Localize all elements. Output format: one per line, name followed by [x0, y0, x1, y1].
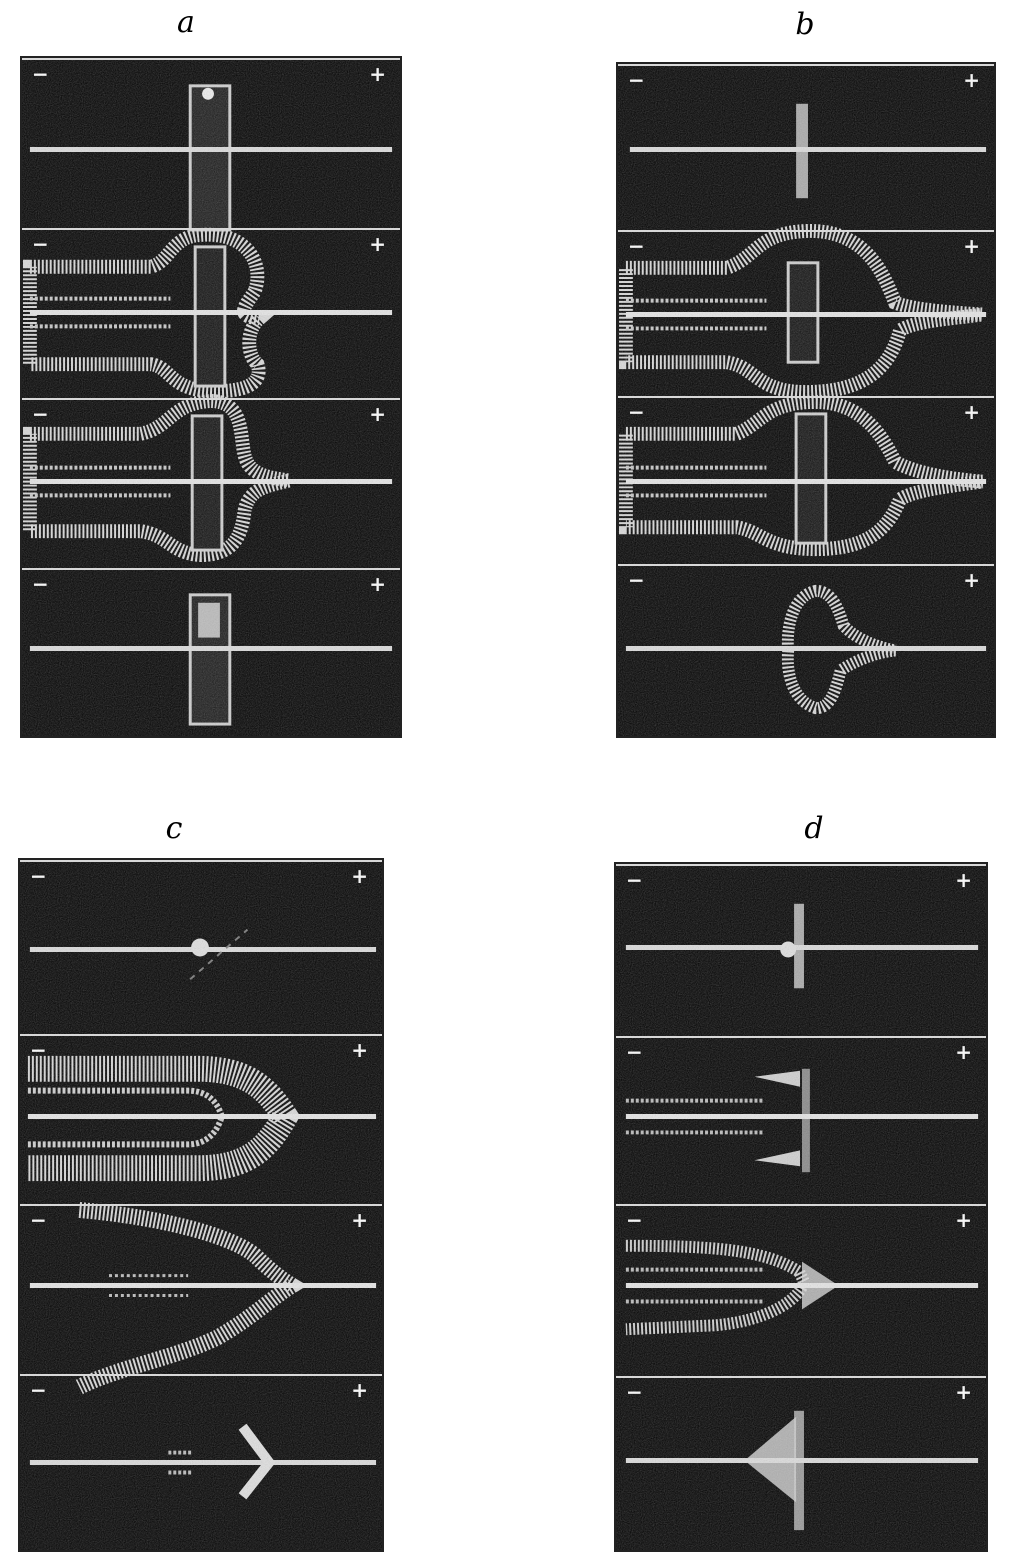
strip: − + — [22, 58, 400, 228]
strip: − + — [616, 864, 986, 1036]
strip: − + — [618, 396, 994, 564]
panel-label-c: c — [165, 811, 183, 846]
panel-d: − + − + − + − + — [614, 862, 988, 1552]
minus-sign: − — [626, 1208, 643, 1232]
minus-sign: − — [32, 232, 49, 256]
plus-sign: + — [963, 568, 980, 592]
plus-sign: + — [955, 1208, 972, 1232]
plus-sign: + — [963, 68, 980, 92]
minus-sign: − — [628, 400, 645, 424]
plus-sign: + — [369, 572, 386, 596]
plus-sign: + — [963, 400, 980, 424]
plus-sign: + — [351, 1208, 368, 1232]
minus-sign: − — [628, 234, 645, 258]
panel-a-photograph — [22, 58, 400, 736]
minus-sign: − — [32, 402, 49, 426]
strip: − + — [20, 1204, 382, 1374]
strip: − + — [616, 1376, 986, 1554]
plus-sign: + — [369, 62, 386, 86]
strip: − + — [618, 230, 994, 396]
minus-sign: − — [628, 568, 645, 592]
panel-b-photograph — [618, 64, 994, 736]
strip: − + — [22, 228, 400, 398]
plus-sign: + — [955, 868, 972, 892]
plus-sign: + — [351, 1038, 368, 1062]
panel-d-photograph — [616, 864, 986, 1550]
minus-sign: − — [30, 1038, 47, 1062]
plus-sign: + — [955, 1380, 972, 1404]
strip: − + — [616, 1036, 986, 1204]
panel-label-d: d — [804, 811, 824, 846]
panel-label-b: b — [795, 7, 815, 42]
panel-b: − + − + − + − + — [616, 62, 996, 738]
minus-sign: − — [30, 864, 47, 888]
strip: − + — [22, 568, 400, 740]
strip: − + — [22, 398, 400, 568]
strip: − + — [20, 1034, 382, 1204]
panel-c: − + − + − + − + — [18, 858, 384, 1552]
minus-sign: − — [626, 1380, 643, 1404]
strip: − + — [618, 564, 994, 740]
plus-sign: + — [963, 234, 980, 258]
plus-sign: + — [955, 1040, 972, 1064]
minus-sign: − — [628, 68, 645, 92]
plus-sign: + — [351, 864, 368, 888]
panel-label-a: a — [177, 5, 195, 40]
plus-sign: + — [369, 232, 386, 256]
plus-sign: + — [351, 1378, 368, 1402]
strip: − + — [20, 1374, 382, 1554]
panel-a: − + − + − + − + — [20, 56, 402, 738]
strip: − + — [618, 64, 994, 230]
minus-sign: − — [626, 1040, 643, 1064]
minus-sign: − — [626, 868, 643, 892]
strip: − + — [20, 860, 382, 1034]
strip: − + — [616, 1204, 986, 1376]
plus-sign: + — [369, 402, 386, 426]
minus-sign: − — [30, 1378, 47, 1402]
minus-sign: − — [30, 1208, 47, 1232]
minus-sign: − — [32, 62, 49, 86]
minus-sign: − — [32, 572, 49, 596]
